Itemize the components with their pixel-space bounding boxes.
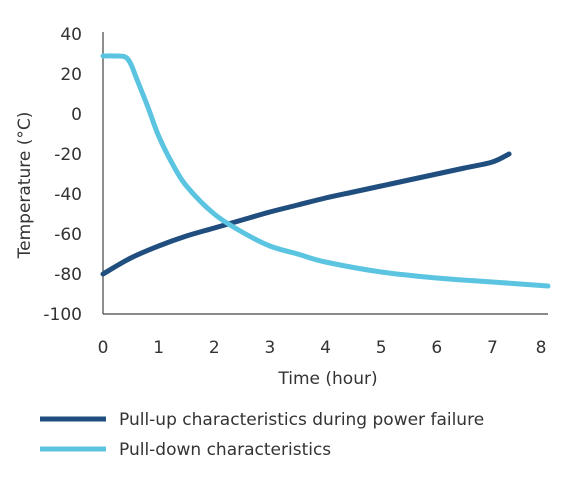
y-axis-label: Temperature (°C) [15,112,35,260]
series-line-pull-up [100,151,512,277]
y-tick-label: -20 [54,145,82,165]
legend: Pull-up characteristics during power fai… [40,410,484,460]
y-tick-label: 0 [71,105,82,125]
x-axis-ticks: 0 1 2 3 4 5 6 7 8 [98,338,547,358]
x-tick-label: 5 [376,338,387,358]
x-tick-label: 8 [536,338,547,358]
y-axis-ticks: 40 20 0 -20 -40 -60 -80 -100 [43,25,82,325]
y-tick-label: -80 [54,265,82,285]
x-tick-label: 2 [209,338,220,358]
legend-label-pull-down: Pull-down characteristics [119,440,331,460]
x-tick-label: 3 [264,338,275,358]
y-tick-label: 40 [60,25,82,45]
x-axis-label: Time (hour) [277,369,377,389]
x-tick-label: 4 [320,338,331,358]
x-tick-label: 6 [431,338,442,358]
x-tick-label: 7 [487,338,498,358]
x-tick-label: 0 [98,338,109,358]
series-line-pull-down [100,53,551,289]
y-tick-label: -60 [54,225,82,245]
y-tick-label: -40 [54,185,82,205]
legend-label-pull-up: Pull-up characteristics during power fai… [119,410,484,430]
y-tick-label: -100 [43,305,82,325]
x-tick-label: 1 [153,338,164,358]
series-layer [100,53,551,289]
y-tick-label: 20 [60,65,82,85]
